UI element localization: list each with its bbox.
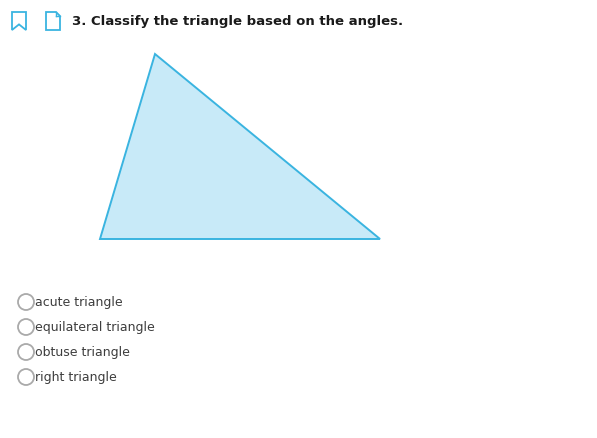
Text: right triangle: right triangle (35, 371, 117, 384)
Text: equilateral triangle: equilateral triangle (35, 321, 155, 334)
Polygon shape (100, 55, 380, 240)
Text: acute triangle: acute triangle (35, 296, 122, 309)
Text: obtuse triangle: obtuse triangle (35, 346, 130, 359)
Text: 3. Classify the triangle based on the angles.: 3. Classify the triangle based on the an… (72, 15, 403, 28)
